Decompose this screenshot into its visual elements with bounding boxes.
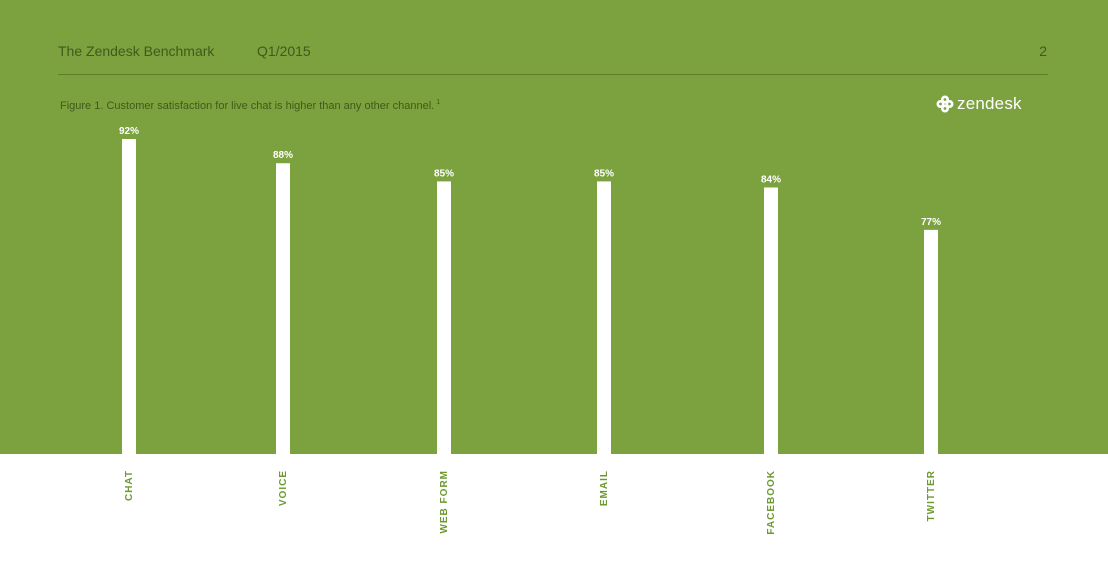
category-label: FACEBOOK [766, 470, 777, 535]
value-label: 84% [761, 174, 781, 185]
value-label: 85% [594, 168, 614, 179]
zendesk-knot-icon [936, 95, 954, 113]
bar-twitter [924, 229, 938, 454]
header-divider [58, 74, 1048, 75]
bar-chat [122, 139, 136, 454]
chart-background [0, 0, 1108, 454]
category-label: WEB FORM [439, 470, 450, 534]
value-label: 77% [921, 217, 941, 228]
bar-email [597, 181, 611, 454]
category-label: VOICE [278, 470, 289, 506]
bar-facebook [764, 187, 778, 454]
value-label: 92% [119, 126, 139, 137]
bar-voice [276, 163, 290, 454]
value-label: 88% [273, 150, 293, 161]
category-label: CHAT [124, 470, 135, 501]
report-title: The Zendesk Benchmark [58, 43, 215, 59]
page-number: 2 [1039, 43, 1047, 59]
bar-web-form [437, 181, 451, 454]
figure-caption: Figure 1. Customer satisfaction for live… [60, 99, 440, 112]
zendesk-logo: zendesk [935, 91, 1022, 117]
footnote-marker: 1 [436, 99, 441, 106]
category-label: TWITTER [926, 470, 937, 521]
category-label: EMAIL [599, 470, 610, 506]
value-label: 85% [434, 168, 454, 179]
report-period: Q1/2015 [257, 43, 311, 59]
figure-caption-text: Figure 1. Customer satisfaction for live… [60, 100, 435, 112]
zendesk-logo-text: zendesk [957, 94, 1022, 113]
